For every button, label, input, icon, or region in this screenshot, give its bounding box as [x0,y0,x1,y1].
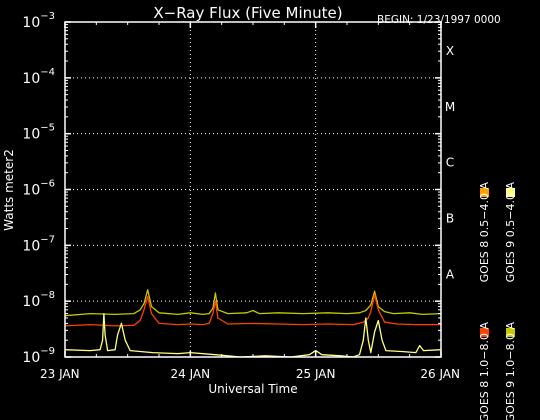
y-tick-exponent: −7 [40,234,55,245]
y-tick-base: 10 [22,350,40,366]
legend-swatch-3 [506,188,515,197]
chart-title: X−Ray Flux (Five Minute) [153,4,342,22]
y-tick-base: 10 [22,238,40,254]
y-axis-label: Watts meter2 [2,149,16,231]
series-layer [64,289,442,358]
series-line-1 [64,294,441,327]
x-axis-label: Universal Time [208,382,297,396]
legend: GOES 8 1.0−8.0 A GOES 8 0.5−4.0 A GOES 9 1… [478,182,517,420]
legend-label-1: GOES 8 0.5−4.0 A [478,182,491,283]
y-tick-label: 10−6 [22,179,55,199]
y-axis-ticks: 10−910−810−710−610−510−410−3 [22,11,441,366]
y-tick-base: 10 [22,71,40,87]
y-tick-base: 10 [22,183,40,199]
flare-class-labels: A B C M X [445,44,455,281]
y-tick-label: 10−5 [22,123,55,143]
x-tick-label: 26 JAN [420,367,460,381]
flare-class-A: A [446,267,455,281]
x-axis-ticks: 23 JAN 24 JAN 25 JAN 26 JAN [40,22,460,381]
series-line-2 [64,312,442,358]
y-tick-exponent: −8 [40,290,55,301]
legend-label-2: GOES 9 1.0−8.0 A [504,322,517,420]
legend-label-0: GOES 8 1.0−8.0 A [478,322,491,420]
begin-date-label: BEGIN: 1/23/1997 0000 [377,14,501,26]
y-tick-exponent: −9 [40,346,55,357]
legend-label-3: GOES 9 0.5−4.0 A [504,182,517,283]
flare-class-C: C [446,156,454,170]
x-tick-label: 24 JAN [171,367,211,381]
flare-class-M: M [445,100,455,114]
y-tick-label: 10−9 [22,346,55,366]
y-tick-label: 10−7 [22,234,55,254]
y-tick-exponent: −4 [40,67,55,78]
legend-swatch-0 [480,328,489,337]
x-tick-label: 25 JAN [296,367,336,381]
y-tick-base: 10 [22,15,40,31]
flare-class-B: B [446,211,454,225]
y-tick-exponent: −5 [40,123,55,134]
legend-swatch-1 [480,188,489,197]
legend-swatch-2 [506,328,515,337]
series-line-0 [64,289,442,317]
y-tick-base: 10 [22,127,40,143]
y-tick-label: 10−3 [22,11,55,31]
y-tick-exponent: −3 [40,11,55,22]
y-tick-base: 10 [22,294,40,310]
x-tick-label: 23 JAN [40,367,80,381]
y-tick-exponent: −6 [40,179,55,190]
grid-lines [65,22,441,357]
y-tick-label: 10−8 [22,290,55,310]
flare-class-X: X [446,44,454,58]
y-tick-label: 10−4 [22,67,55,87]
